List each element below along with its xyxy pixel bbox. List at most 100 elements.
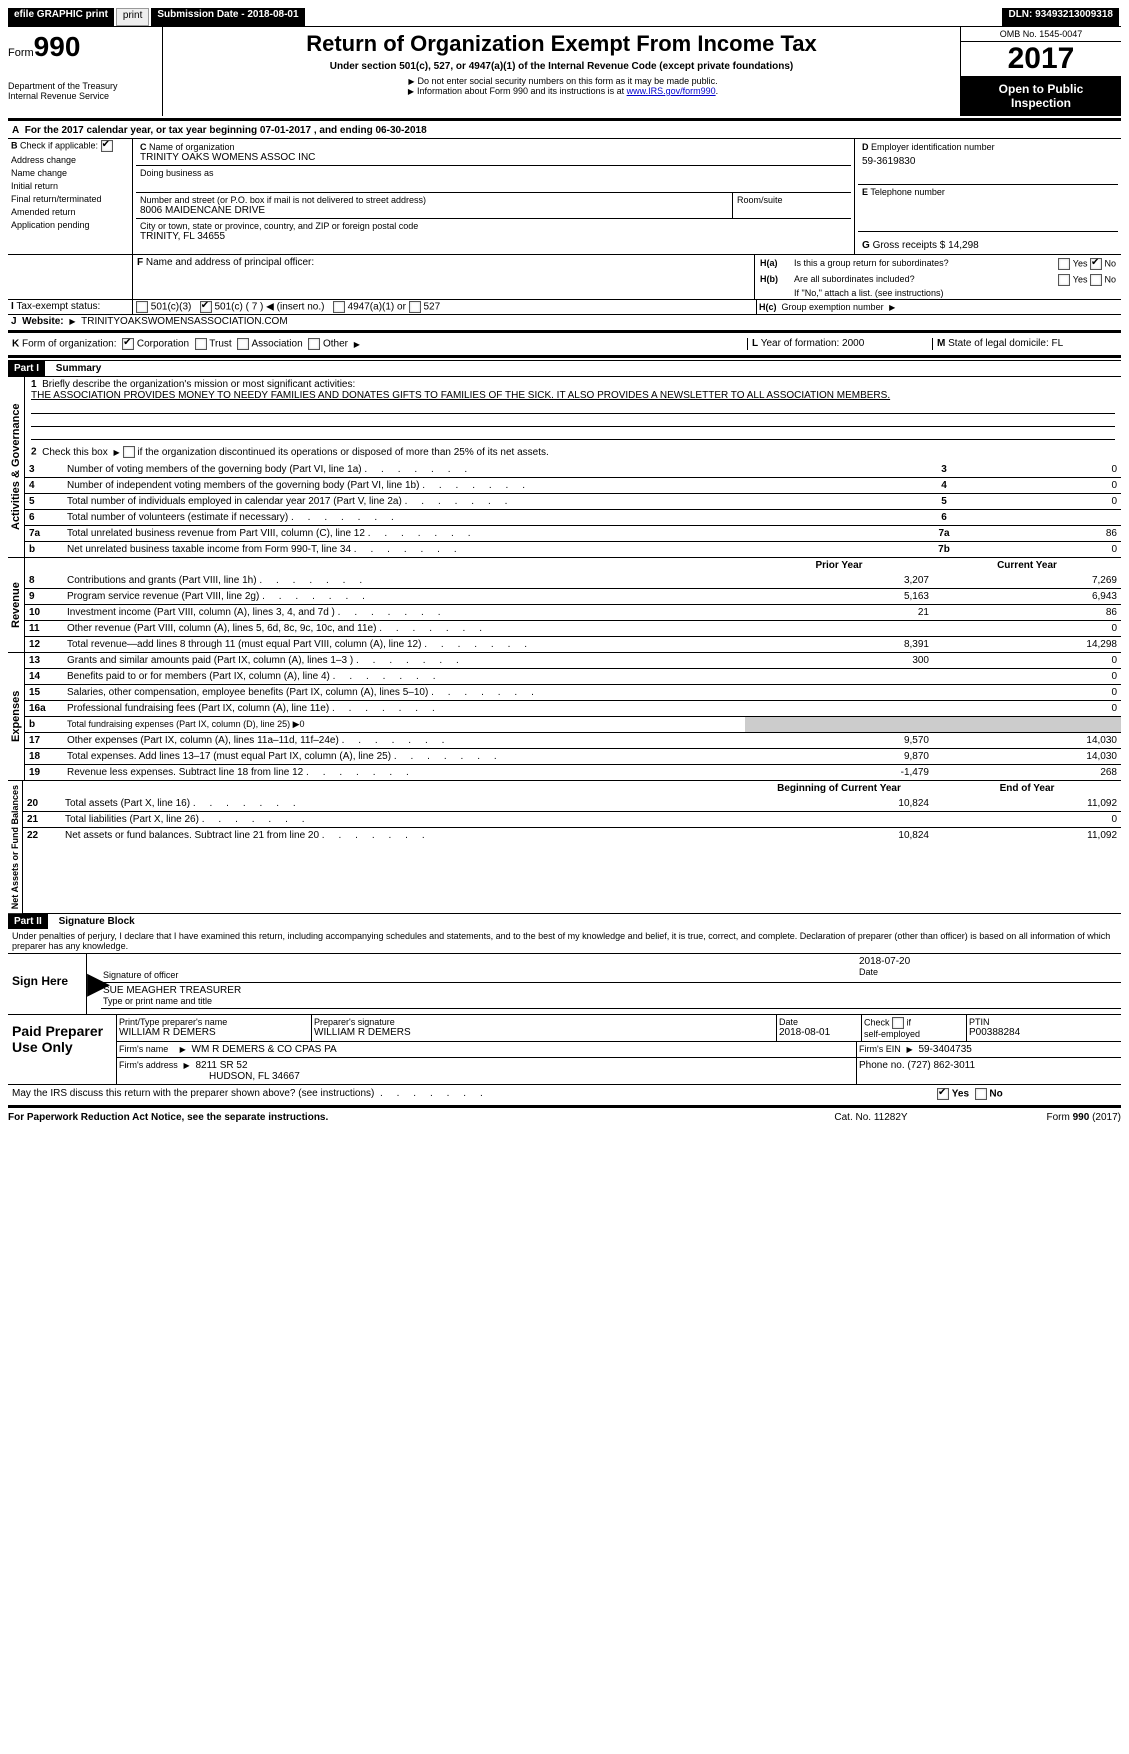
- cb-other[interactable]: [308, 338, 320, 350]
- state-domicile: State of legal domicile: FL: [948, 338, 1063, 349]
- prep-name-label: Print/Type preparer's name: [119, 1017, 309, 1027]
- self-employed-label: self-employed: [864, 1029, 920, 1039]
- ptin-label: PTIN: [969, 1017, 1119, 1027]
- ein-label: Employer identification number: [871, 142, 995, 152]
- form-number: 990: [34, 31, 81, 62]
- sig-officer-label: Signature of officer: [103, 970, 855, 980]
- opt-amended: Amended return: [11, 207, 129, 217]
- prep-sig: WILLIAM R DEMERS: [314, 1027, 774, 1038]
- footer-cat: Cat. No. 11282Y: [771, 1112, 971, 1123]
- discuss-label: May the IRS discuss this return with the…: [12, 1088, 374, 1099]
- form-subtitle: Under section 501(c), 527, or 4947(a)(1)…: [227, 61, 896, 72]
- cb-501c3[interactable]: [136, 301, 148, 313]
- phone-label: Telephone number: [870, 187, 945, 197]
- insert-no: (insert no.): [277, 302, 325, 313]
- tax-year: 2017: [961, 42, 1121, 76]
- dept-irs: Internal Revenue Service: [8, 91, 158, 101]
- cb-501c[interactable]: [200, 301, 212, 313]
- opt-address-change: Address change: [11, 155, 129, 165]
- part-1-header: Part I: [8, 361, 45, 376]
- form-header-left: Form990 Department of the Treasury Inter…: [8, 27, 163, 116]
- efile-label: efile GRAPHIC print: [8, 8, 114, 26]
- form-word: Form: [8, 47, 34, 59]
- cb-discontinued[interactable]: [123, 446, 135, 458]
- website-label: Website:: [22, 316, 64, 327]
- firm-phone: Phone no. (727) 862-3011: [856, 1058, 1121, 1084]
- street-address: 8006 MAIDENCANE DRIVE: [140, 205, 728, 216]
- group-exemption-label: Group exemption number: [782, 302, 884, 312]
- side-label-net: Net Assets or Fund Balances: [8, 781, 22, 913]
- irs-link[interactable]: www.IRS.gov/form990: [627, 86, 716, 96]
- type-print-label: Type or print name and title: [103, 996, 1119, 1006]
- prep-date-label: Date: [779, 1017, 859, 1027]
- col-begin-year: Beginning of Current Year: [745, 781, 933, 796]
- col-current-year: Current Year: [933, 558, 1121, 573]
- form-header-mid: Return of Organization Exempt From Incom…: [163, 27, 960, 116]
- prep-name: WILLIAM R DEMERS: [119, 1027, 309, 1038]
- city-state-zip: TRINITY, FL 34655: [140, 231, 847, 242]
- info-text: Information about Form 990 and its instr…: [417, 86, 627, 96]
- opt-trust: Trust: [209, 339, 231, 350]
- cb-trust[interactable]: [195, 338, 207, 350]
- cb-corp[interactable]: [122, 338, 134, 350]
- cb-4947[interactable]: [333, 301, 345, 313]
- sign-here-label: Sign Here: [8, 954, 86, 1014]
- perjury-declaration: Under penalties of perjury, I declare th…: [8, 929, 1121, 953]
- line-2-text: Check this box if the organization disco…: [42, 447, 549, 458]
- yes-3: Yes: [952, 1089, 969, 1100]
- prep-date: 2018-08-01: [779, 1027, 859, 1038]
- expenses-table: 13Grants and similar amounts paid (Part …: [25, 653, 1121, 780]
- form-title: Return of Organization Exempt From Incom…: [167, 31, 956, 57]
- print-button[interactable]: print: [116, 8, 149, 26]
- ha-no[interactable]: [1090, 258, 1102, 270]
- part-1-title: Summary: [56, 363, 102, 374]
- org-name: TRINITY OAKS WOMENS ASSOC INC: [140, 152, 847, 163]
- side-label-revenue: Revenue: [8, 558, 24, 652]
- discuss-yes[interactable]: [937, 1088, 949, 1100]
- net-assets-table: Beginning of Current Year End of Year 20…: [23, 781, 1121, 843]
- part-2-header: Part II: [8, 914, 48, 929]
- room-suite-label: Room/suite: [732, 193, 851, 218]
- mission-label: Briefly describe the organization's miss…: [42, 379, 355, 390]
- footer-pra: For Paperwork Reduction Act Notice, see …: [8, 1112, 771, 1123]
- form-header-right: OMB No. 1545-0047 2017 Open to Public In…: [960, 27, 1121, 116]
- col-end-year: End of Year: [933, 781, 1121, 796]
- ha-yes[interactable]: [1058, 258, 1070, 270]
- principal-officer-label: Name and address of principal officer:: [146, 257, 314, 268]
- firm-name-label: Firm's name: [119, 1044, 168, 1054]
- open-public-2: Inspection: [965, 96, 1117, 110]
- no-3: No: [989, 1089, 1002, 1100]
- mission-text: THE ASSOCIATION PROVIDES MONEY TO NEEDY …: [31, 390, 890, 401]
- governance-table: 3Number of voting members of the governi…: [25, 462, 1121, 557]
- side-label-expenses: Expenses: [8, 653, 24, 780]
- revenue-table: Prior Year Current Year 8Contributions a…: [25, 558, 1121, 652]
- yes-label: Yes: [1073, 258, 1088, 268]
- firm-ein: 59-3404735: [918, 1044, 971, 1055]
- opt-other: Other: [323, 339, 348, 350]
- dln-label: DLN: 93493213009318: [1002, 8, 1119, 26]
- no-label: No: [1104, 258, 1116, 268]
- opt-assoc: Association: [252, 339, 303, 350]
- firm-addr-2: HUDSON, FL 34667: [209, 1071, 854, 1082]
- firm-addr-label: Firm's address: [119, 1060, 178, 1070]
- hb-yes[interactable]: [1058, 274, 1070, 286]
- hb-no[interactable]: [1090, 274, 1102, 286]
- cb-527[interactable]: [409, 301, 421, 313]
- sig-date: 2018-07-20: [859, 956, 1119, 967]
- opt-pending: Application pending: [11, 220, 129, 230]
- side-label-governance: Activities & Governance: [8, 377, 24, 557]
- ssn-warning: Do not enter social security numbers on …: [418, 76, 718, 86]
- checkbox-applicable[interactable]: [101, 140, 113, 152]
- check-label: Check: [864, 1018, 890, 1028]
- date-label: Date: [859, 967, 1119, 977]
- firm-ein-label: Firm's EIN: [859, 1044, 901, 1054]
- cb-self-emp[interactable]: [892, 1017, 904, 1029]
- no-label-2: No: [1104, 274, 1116, 284]
- discuss-no[interactable]: [975, 1088, 987, 1100]
- cb-assoc[interactable]: [237, 338, 249, 350]
- year-formation: Year of formation: 2000: [761, 338, 865, 349]
- city-label: City or town, state or province, country…: [140, 221, 847, 231]
- group-return-label: Is this a group return for subordinates?: [794, 258, 1058, 270]
- part-2-title: Signature Block: [59, 916, 135, 927]
- ptin-value: P00388284: [969, 1027, 1119, 1038]
